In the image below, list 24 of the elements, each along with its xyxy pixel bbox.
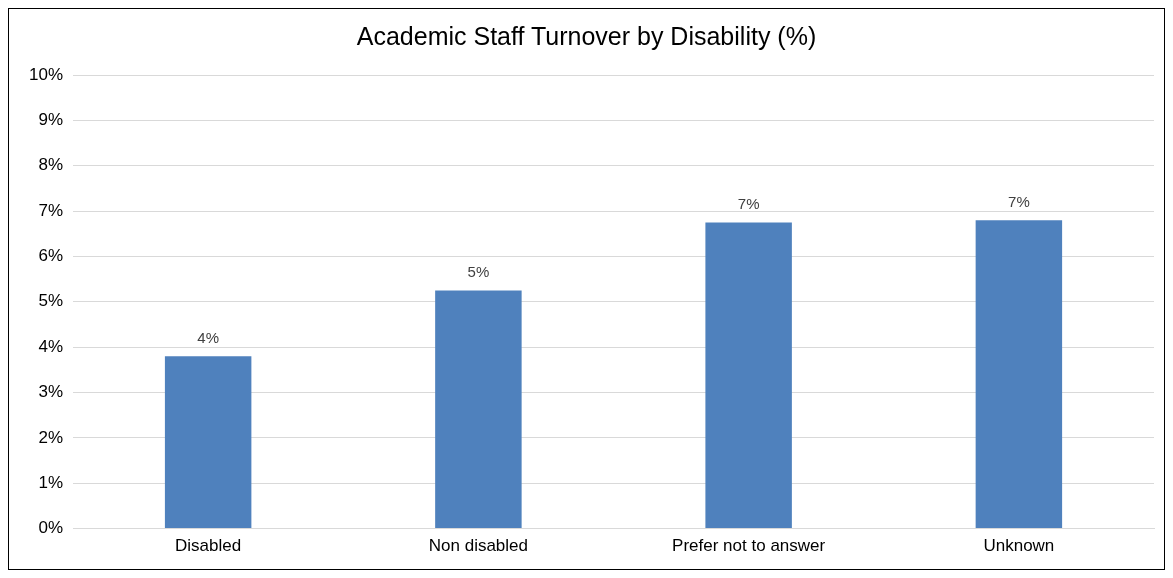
y-tick-label: 1%: [38, 472, 64, 492]
x-tick-label: Unknown: [983, 536, 1055, 556]
data-label: 7%: [1008, 192, 1030, 210]
y-tick-label: 2%: [38, 427, 64, 447]
y-tick-label: 7%: [38, 200, 64, 220]
bar: [435, 290, 522, 529]
y-tick-label: 0%: [38, 518, 64, 538]
y-tick-label: 10%: [28, 64, 64, 84]
data-label: 5%: [467, 263, 490, 281]
bar: [975, 220, 1063, 529]
y-tick-label: 8%: [38, 155, 64, 175]
y-tick-label: 5%: [38, 291, 64, 311]
chart-title: Academic Staff Turnover by Disability (%): [356, 21, 817, 50]
y-tick-label: 4%: [38, 336, 64, 356]
x-tick-label: Non disabled: [428, 536, 529, 556]
bar: [705, 222, 792, 529]
y-tick-label: 6%: [38, 246, 64, 266]
data-label: 4%: [197, 328, 219, 346]
y-tick-label: 3%: [38, 382, 64, 402]
x-tick-label: Prefer not to answer: [672, 536, 826, 556]
y-tick-label: 9%: [38, 110, 64, 130]
data-label: 7%: [737, 195, 760, 213]
x-tick-label: Disabled: [175, 536, 242, 556]
bar: [164, 356, 252, 529]
